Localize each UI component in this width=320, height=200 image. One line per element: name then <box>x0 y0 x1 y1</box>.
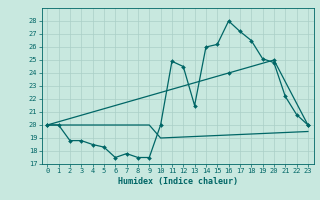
X-axis label: Humidex (Indice chaleur): Humidex (Indice chaleur) <box>118 177 237 186</box>
